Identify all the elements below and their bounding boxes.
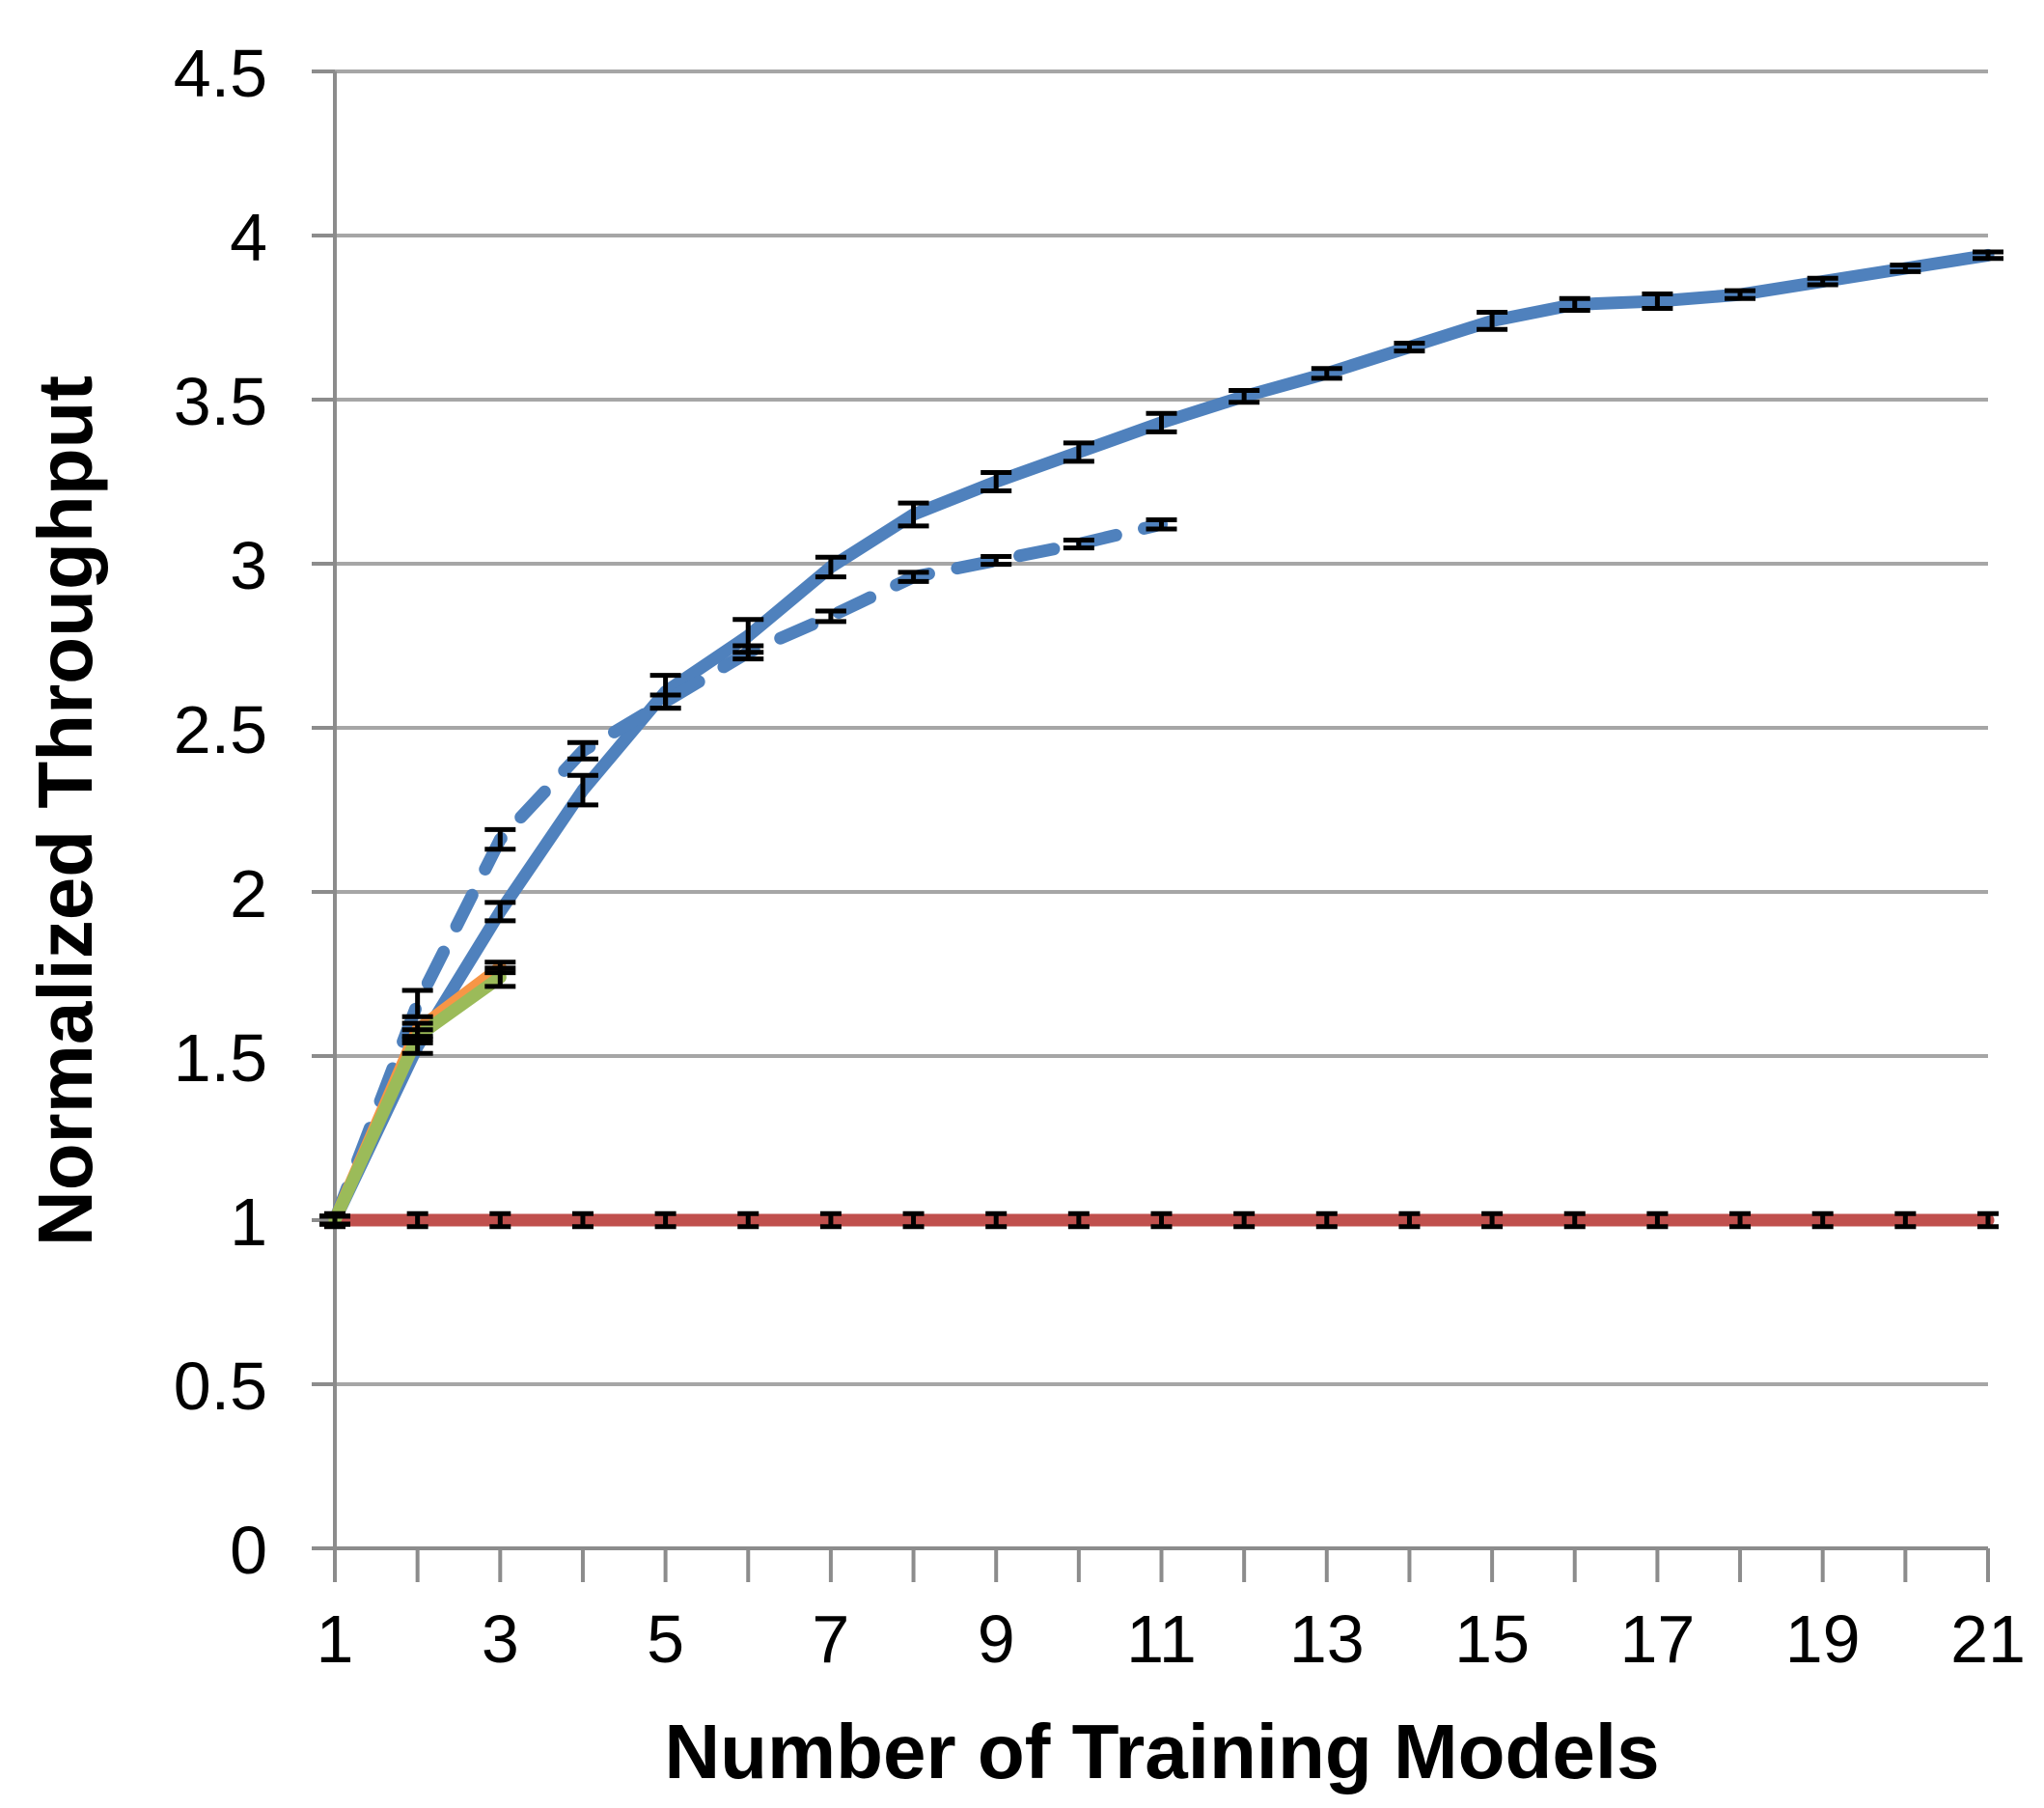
x-tick-label: 19 <box>1785 1601 1861 1677</box>
x-axis-title: Number of Training Models <box>664 1709 1659 1794</box>
y-tick-label: 1.5 <box>174 1020 267 1096</box>
y-tick-label: 0 <box>230 1513 267 1588</box>
y-tick-label: 2 <box>230 856 267 932</box>
y-tick-label: 4.5 <box>174 36 267 111</box>
x-tick-label: 17 <box>1619 1601 1695 1677</box>
error-bars-green-solid <box>319 965 516 1227</box>
error-bars <box>319 249 2003 1230</box>
error-bars-red-baseline <box>324 1210 1999 1230</box>
y-tick-label: 2.5 <box>174 692 267 767</box>
x-tick-label: 1 <box>317 1601 354 1677</box>
x-tick-label: 7 <box>812 1601 849 1677</box>
x-tick-label: 13 <box>1289 1601 1365 1677</box>
x-tick-label: 21 <box>1950 1601 2026 1677</box>
x-tick-label: 15 <box>1454 1601 1530 1677</box>
y-tick-label: 3.5 <box>174 364 267 439</box>
gridlines <box>335 70 1988 1386</box>
y-tick-label: 4 <box>230 200 267 275</box>
y-tick-label: 0.5 <box>174 1349 267 1424</box>
axes-and-ticks <box>312 70 1990 1582</box>
x-tick-label: 9 <box>978 1601 1015 1677</box>
x-tick-label: 11 <box>1126 1601 1197 1677</box>
y-tick-label: 3 <box>230 528 267 603</box>
x-tick-label: 3 <box>482 1601 519 1677</box>
tick-labels: 00.511.522.533.544.51 3 5 7 9 11 13 15 17 19 21 <box>174 36 2026 1677</box>
y-axis-title: Normalized Throughput <box>22 376 108 1246</box>
x-tick-label: 5 <box>647 1601 684 1677</box>
y-tick-label: 1 <box>230 1184 267 1260</box>
